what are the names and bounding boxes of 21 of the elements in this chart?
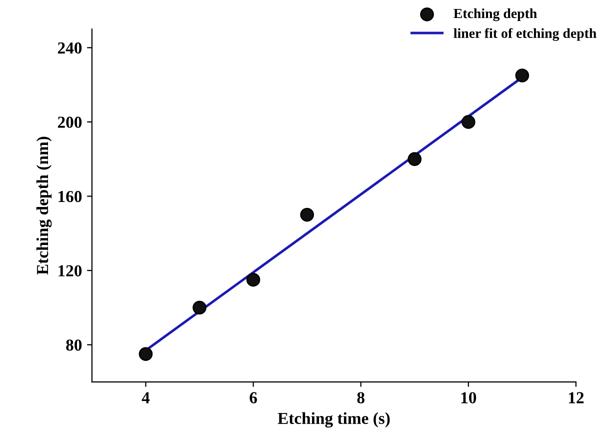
x-tick-label: 4	[142, 392, 150, 404]
point	[192, 300, 206, 315]
point	[515, 68, 530, 82]
y-tick-label: 200	[58, 116, 82, 128]
x-tick-label: 12	[568, 392, 584, 404]
x-tick-label: 8	[357, 392, 364, 404]
y-tick-label: 160	[58, 190, 82, 202]
x-axis-title: Etching time (s)	[278, 412, 390, 428]
point	[300, 208, 314, 222]
point	[246, 272, 260, 287]
point	[462, 115, 476, 129]
legend-label: liner fit of etching depth	[454, 28, 596, 41]
y-tick-label: 80	[66, 339, 82, 351]
y-tick-label: 240	[58, 42, 82, 54]
legend-label: Etching depth	[454, 8, 537, 22]
y-tick-label: 120	[58, 265, 82, 276]
point	[408, 152, 422, 166]
x-tick-label: 10	[461, 392, 476, 404]
x-tick-label: 6	[250, 392, 257, 404]
point	[138, 347, 153, 361]
y-axis-title: Etching depth (nm)	[36, 136, 52, 275]
